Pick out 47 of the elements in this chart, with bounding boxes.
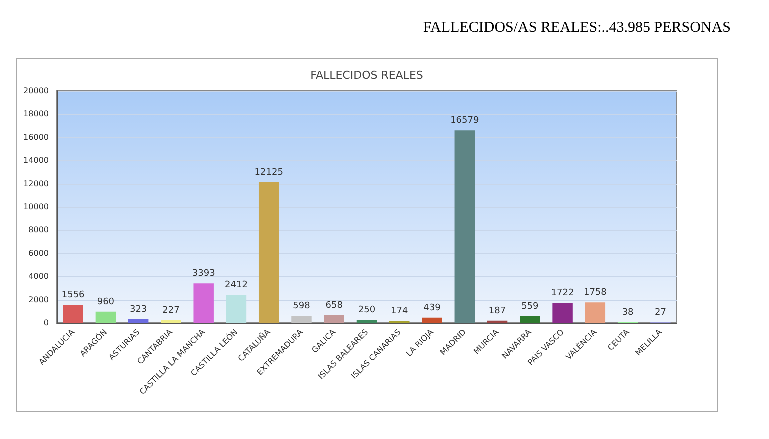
y-tick-label: 4000 (28, 272, 49, 282)
bar (226, 295, 247, 323)
data-label: 960 (97, 297, 115, 308)
y-tick-label: 8000 (28, 226, 49, 235)
y-tick-label: 12000 (24, 179, 49, 188)
bar (63, 304, 84, 323)
data-label: 323 (130, 304, 148, 315)
bar (258, 182, 280, 323)
data-label: 1722 (551, 288, 574, 299)
y-tick-label: 18000 (24, 110, 49, 119)
data-label: 1556 (62, 290, 86, 300)
bar (552, 303, 573, 323)
bar (520, 316, 540, 323)
data-label: 16579 (450, 116, 480, 126)
y-tick-label: 0 (44, 318, 49, 328)
bar (194, 284, 214, 323)
bar (422, 318, 442, 323)
y-tick-label: 16000 (24, 132, 49, 142)
bar (356, 320, 378, 323)
data-label: 658 (326, 300, 344, 311)
data-label: 439 (424, 303, 442, 314)
data-label: 174 (391, 306, 408, 316)
data-label: 559 (522, 302, 540, 312)
data-label: 27 (654, 308, 666, 318)
y-tick-label: 10000 (24, 202, 49, 212)
y-tick-label: 2000 (28, 295, 49, 304)
chart-subtitle: FALLECIDOS REALES (310, 69, 424, 82)
bar (292, 316, 312, 323)
chart-title: FALLECIDOS/AS REALES:..43.985 PERSONAS (423, 20, 731, 37)
data-label: 38 (622, 308, 634, 318)
data-label: 187 (488, 306, 506, 316)
data-label: 1758 (584, 288, 608, 298)
bar (324, 315, 344, 323)
data-label: 227 (162, 306, 180, 316)
data-label: 2412 (225, 280, 248, 291)
bar (128, 319, 149, 323)
data-label: 3393 (192, 269, 216, 280)
bar (585, 302, 606, 323)
y-tick-label: 14000 (24, 156, 49, 166)
bar (96, 312, 116, 323)
bar (454, 130, 476, 323)
bar (161, 320, 182, 323)
y-tick-label: 6000 (28, 248, 49, 258)
data-label: 12125 (254, 168, 284, 178)
y-tick-label: 20000 (24, 86, 49, 96)
data-label: 598 (293, 302, 311, 312)
data-label: 250 (358, 306, 376, 316)
